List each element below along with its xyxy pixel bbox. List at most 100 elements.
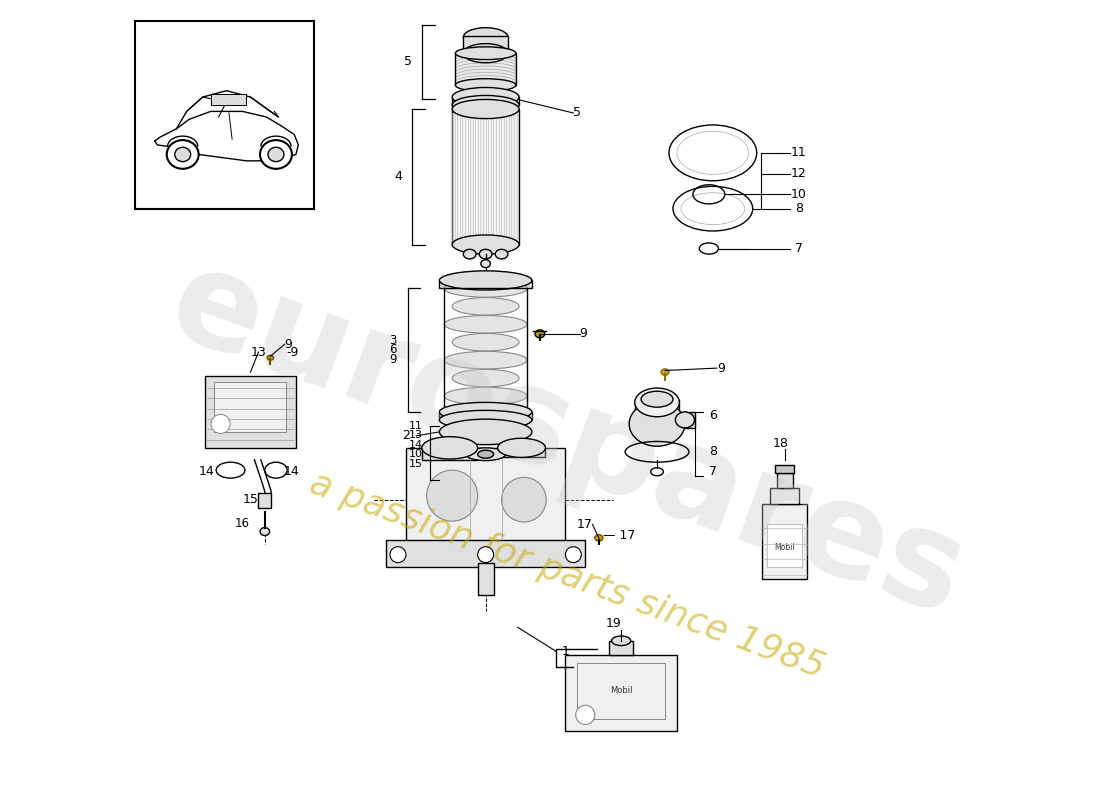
Ellipse shape [268, 147, 284, 162]
Ellipse shape [463, 250, 476, 259]
Bar [776, 466, 794, 474]
Ellipse shape [260, 140, 292, 169]
Bar [386, 539, 585, 567]
Text: 8: 8 [708, 446, 717, 458]
Ellipse shape [455, 66, 516, 78]
Ellipse shape [661, 369, 669, 375]
Ellipse shape [452, 370, 519, 387]
Text: 5: 5 [573, 106, 581, 119]
Text: 17: 17 [576, 518, 593, 531]
Text: 15: 15 [242, 493, 258, 506]
Text: -9: -9 [286, 346, 299, 358]
Ellipse shape [455, 56, 516, 69]
Text: 18: 18 [772, 438, 789, 450]
Ellipse shape [439, 402, 532, 422]
Text: 16: 16 [235, 517, 250, 530]
Ellipse shape [455, 47, 516, 59]
Bar [210, 94, 246, 105]
Text: 14: 14 [408, 440, 422, 450]
Ellipse shape [455, 50, 516, 62]
Ellipse shape [535, 330, 544, 338]
Text: 3: 3 [389, 334, 397, 346]
Text: 14: 14 [284, 466, 300, 478]
Ellipse shape [635, 388, 680, 417]
Text: 9: 9 [717, 362, 725, 374]
Ellipse shape [463, 44, 508, 62]
Text: 7: 7 [795, 242, 803, 255]
Bar [609, 641, 634, 655]
Ellipse shape [565, 546, 581, 562]
Ellipse shape [481, 260, 491, 268]
Bar [635, 400, 680, 412]
Text: 1: 1 [561, 645, 570, 658]
Ellipse shape [452, 298, 519, 315]
Bar [214, 382, 286, 432]
Text: 7: 7 [708, 466, 717, 478]
Ellipse shape [452, 99, 519, 118]
Bar [258, 494, 272, 508]
Ellipse shape [463, 28, 508, 47]
Ellipse shape [260, 527, 270, 535]
Bar [767, 523, 802, 567]
Text: Mobil: Mobil [609, 686, 632, 695]
Ellipse shape [465, 448, 506, 461]
Text: 13: 13 [408, 430, 422, 440]
Ellipse shape [455, 72, 516, 85]
Ellipse shape [629, 402, 685, 446]
Ellipse shape [452, 95, 519, 114]
Ellipse shape [175, 147, 190, 162]
Bar [422, 448, 477, 460]
Ellipse shape [455, 54, 516, 66]
Bar [135, 22, 315, 209]
Ellipse shape [444, 315, 527, 333]
Bar [455, 54, 516, 85]
Text: 8: 8 [795, 202, 803, 215]
Bar [565, 655, 676, 731]
Ellipse shape [477, 546, 494, 562]
Ellipse shape [167, 140, 199, 169]
Ellipse shape [595, 534, 603, 541]
Text: 9: 9 [580, 327, 587, 340]
Ellipse shape [439, 271, 532, 290]
Text: 11: 11 [408, 421, 422, 430]
Bar [439, 281, 532, 288]
Ellipse shape [477, 450, 494, 458]
Ellipse shape [502, 478, 547, 522]
Bar [205, 376, 296, 448]
Ellipse shape [675, 412, 694, 428]
Bar [463, 36, 508, 54]
Ellipse shape [439, 419, 532, 445]
Ellipse shape [267, 355, 274, 360]
Bar [770, 488, 799, 504]
Ellipse shape [444, 387, 527, 405]
Ellipse shape [211, 414, 230, 434]
Text: a passion for parts since 1985: a passion for parts since 1985 [305, 466, 829, 685]
Text: 10: 10 [408, 450, 422, 459]
Ellipse shape [497, 438, 546, 458]
Ellipse shape [422, 437, 477, 459]
Text: 2: 2 [402, 430, 410, 442]
Ellipse shape [427, 470, 477, 521]
Ellipse shape [480, 250, 492, 259]
Ellipse shape [444, 351, 527, 369]
Ellipse shape [495, 250, 508, 259]
Text: 4: 4 [394, 170, 402, 183]
Text: Mobil: Mobil [774, 543, 795, 552]
Bar [777, 474, 793, 488]
Ellipse shape [452, 87, 519, 106]
Ellipse shape [575, 706, 595, 725]
Text: 13: 13 [251, 346, 266, 358]
Bar [497, 448, 546, 458]
Bar [681, 412, 695, 428]
Text: 9: 9 [285, 338, 293, 350]
Text: 12: 12 [791, 167, 806, 180]
Text: 9: 9 [389, 353, 397, 366]
Ellipse shape [455, 62, 516, 75]
Ellipse shape [641, 391, 673, 407]
Ellipse shape [455, 78, 516, 91]
Text: 19: 19 [605, 617, 621, 630]
Ellipse shape [455, 47, 516, 59]
Ellipse shape [439, 410, 532, 430]
Text: 10: 10 [791, 188, 807, 201]
Bar [406, 448, 565, 543]
